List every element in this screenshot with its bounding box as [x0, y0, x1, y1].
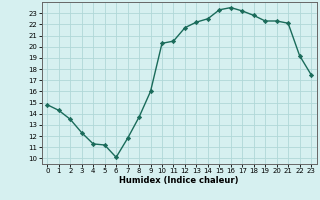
- X-axis label: Humidex (Indice chaleur): Humidex (Indice chaleur): [119, 176, 239, 185]
